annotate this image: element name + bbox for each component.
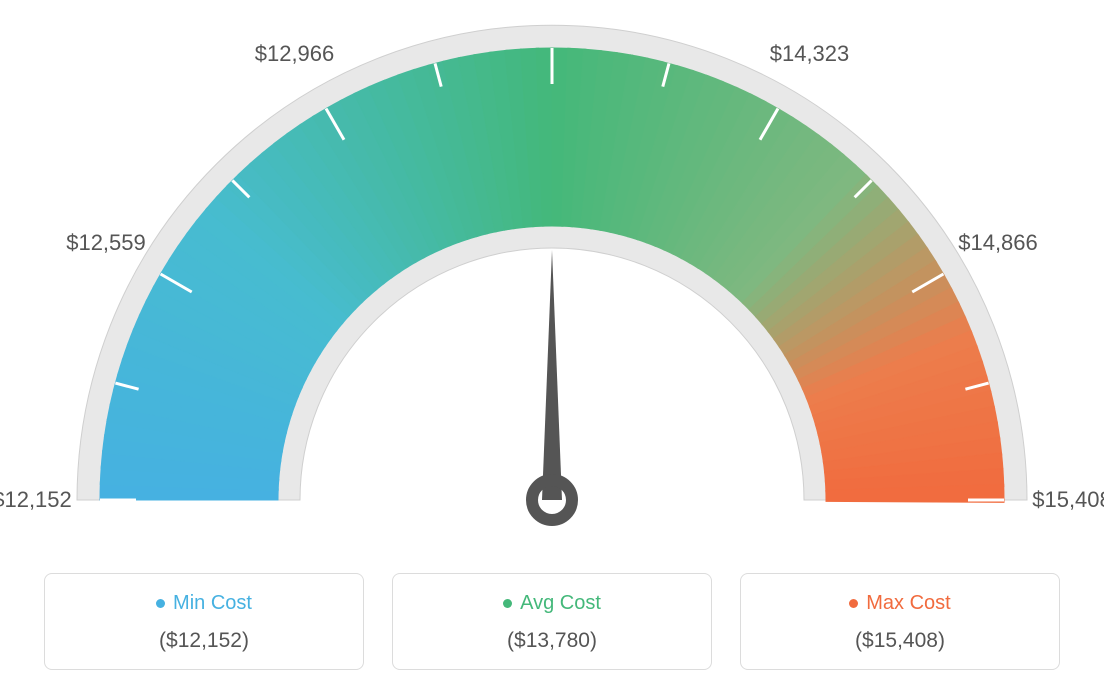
legend-title-text: Avg Cost xyxy=(520,592,601,614)
dot-icon xyxy=(156,599,165,608)
legend-value-min: ($12,152) xyxy=(55,629,353,653)
cost-gauge-widget: $12,152 $12,559 $12,966 $13,780 $14,323 $14,8… xyxy=(0,0,1104,690)
gauge-tick-label: $12,966 xyxy=(255,41,335,67)
legend-value-max: ($15,408) xyxy=(751,629,1049,653)
legend-title-text: Max Cost xyxy=(866,592,950,614)
legend-card-avg: Avg Cost ($13,780) xyxy=(392,573,712,670)
legend-title-avg: Avg Cost xyxy=(403,592,701,615)
legend-card-max: Max Cost ($15,408) xyxy=(740,573,1060,670)
gauge-svg xyxy=(0,0,1104,550)
legend-title-max: Max Cost xyxy=(751,592,1049,615)
gauge-tick-label: $12,559 xyxy=(66,230,146,256)
legend-value-avg: ($13,780) xyxy=(403,629,701,653)
legend-title-text: Min Cost xyxy=(173,592,252,614)
gauge-tick-label: $14,866 xyxy=(958,230,1038,256)
legend-row: Min Cost ($12,152) Avg Cost ($13,780) Ma… xyxy=(0,573,1104,670)
dot-icon xyxy=(849,599,858,608)
legend-title-min: Min Cost xyxy=(55,592,353,615)
gauge-tick-label: $14,323 xyxy=(770,41,850,67)
gauge-tick-label: $12,152 xyxy=(0,487,72,513)
dot-icon xyxy=(503,599,512,608)
gauge-tick-label: $15,408 xyxy=(1032,487,1104,513)
legend-card-min: Min Cost ($12,152) xyxy=(44,573,364,670)
gauge-tick-label: $13,780 xyxy=(512,0,592,3)
gauge-area: $12,152 $12,559 $12,966 $13,780 $14,323 $14,8… xyxy=(0,0,1104,550)
